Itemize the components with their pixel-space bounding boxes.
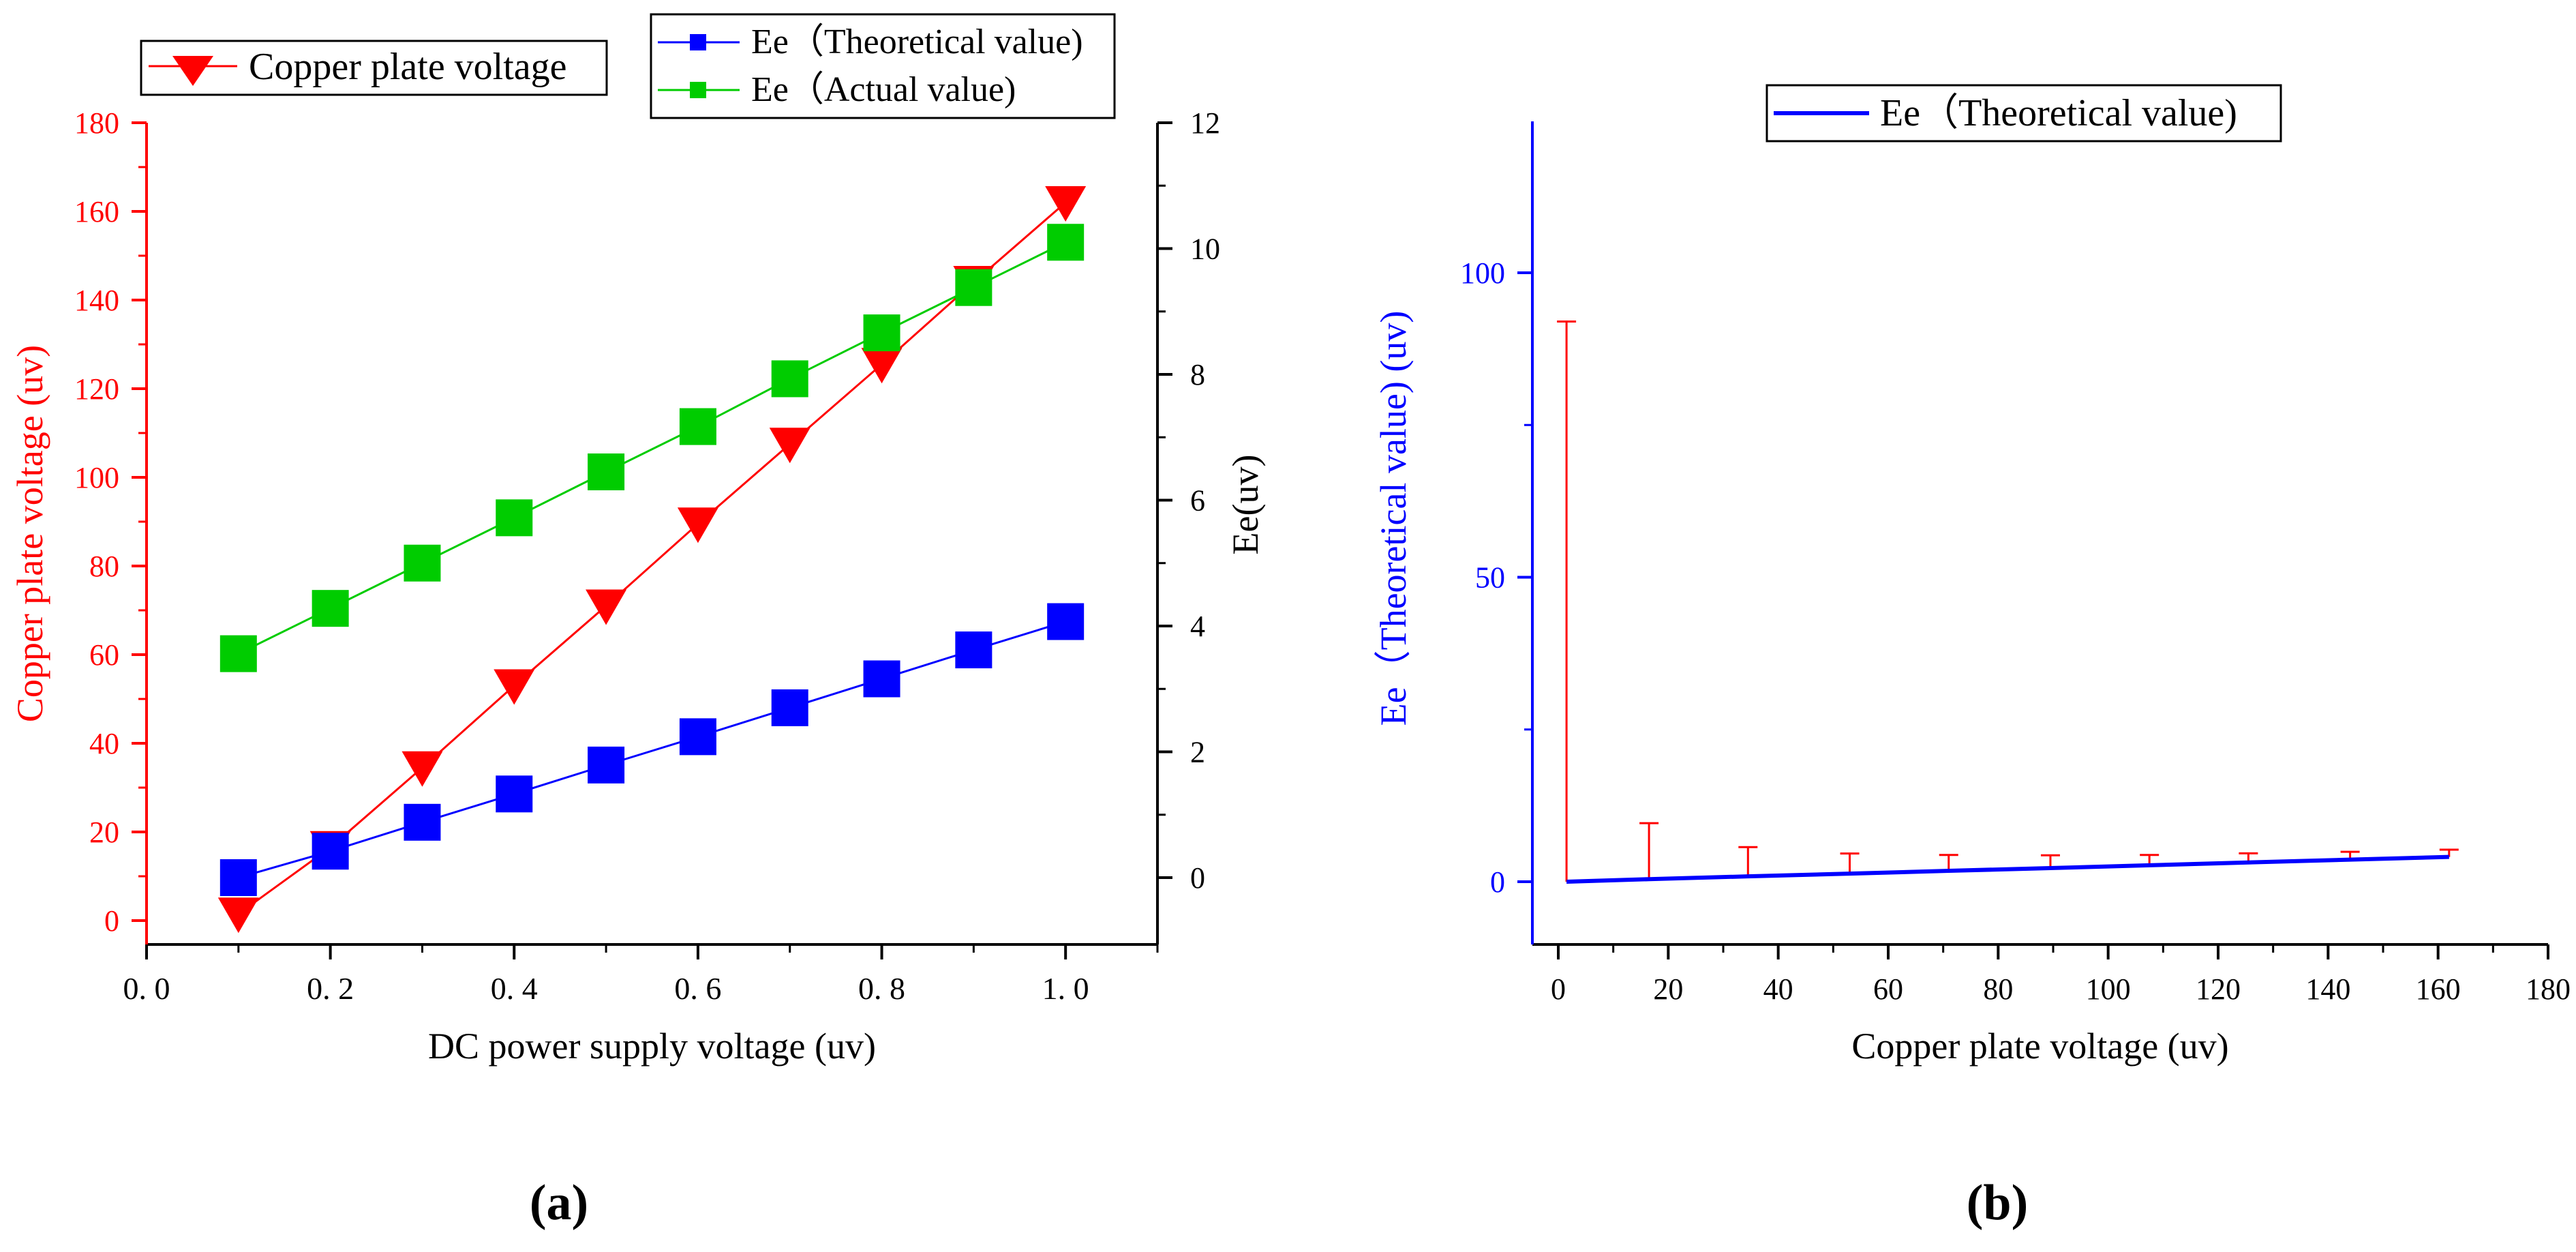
y-left-tick-label: 20 [89, 816, 119, 849]
y-left-tick-label: 160 [74, 195, 119, 228]
series-point-theoretical [863, 660, 900, 698]
legend-label-copper: Copper plate voltage [249, 46, 567, 88]
panel-b-axes: 0 20 40 60 80 100 120 140 160 180 0 50 100 Copper pla… [1373, 121, 2571, 1067]
series-point-theoretical [496, 775, 533, 813]
x-tick-label: 180 [2526, 972, 2571, 1006]
series-point-copper [769, 428, 810, 464]
series-point-actual [1047, 224, 1085, 261]
x-tick-label: 0. 8 [858, 971, 905, 1006]
y-axis-title: Ee（Theoretical value) (uv) [1373, 311, 1414, 726]
series-point-actual [679, 408, 716, 445]
y-right-tick-label: 0 [1190, 861, 1205, 895]
x-tick-label: 0. 0 [123, 971, 170, 1006]
series-line-2 [238, 241, 1066, 655]
y-left-tick-label: 100 [74, 461, 119, 494]
series-point-theoretical [588, 746, 625, 784]
y-tick-label: 0 [1490, 865, 1505, 899]
series-point-theoretical [1047, 603, 1085, 640]
series-point-actual [863, 314, 900, 352]
y-right-tick-label: 6 [1190, 484, 1205, 518]
series-point-theoretical [771, 689, 808, 726]
x-tick-label: 0. 4 [491, 971, 538, 1006]
series-point-actual [496, 499, 533, 537]
series-point-theoretical [679, 718, 716, 756]
x-tick-label: 160 [2416, 972, 2461, 1006]
series-point-actual [955, 269, 992, 306]
x-tick-label: 20 [1653, 972, 1683, 1006]
legend-box-ee [650, 13, 1116, 119]
series-point-copper [494, 669, 535, 705]
series-point-actual [312, 590, 349, 627]
series-point-theoretical [312, 833, 349, 870]
legend-box-copper [140, 40, 608, 96]
y-left-axis-title: Copper plate voltage (uv) [10, 345, 50, 722]
x-axis-title: DC power supply voltage (uv) [428, 1026, 876, 1067]
legend-marker-copper [172, 56, 213, 86]
panel-b-legend: Ee（Theoretical value) [1766, 84, 2282, 143]
legend-label-actual: Ee（Actual value) [751, 70, 1016, 109]
x-tick-label: 80 [1983, 972, 2013, 1006]
series-point-theoretical [219, 859, 257, 896]
x-tick-label: 100 [2086, 972, 2131, 1006]
panel-label-a: (a) [530, 1175, 588, 1231]
y-left-tick-label: 120 [74, 372, 119, 406]
panel-a-marks [217, 186, 1087, 934]
series-line-0 [237, 201, 1067, 915]
series-point-actual [219, 635, 257, 672]
series-point-copper [1045, 186, 1087, 222]
series-line-1 [238, 621, 1066, 879]
y-left-tick-label: 180 [74, 106, 119, 140]
legend-marker-actual [690, 82, 706, 98]
y-left-tick-label: 40 [89, 727, 119, 760]
x-tick-label: 40 [1763, 972, 1793, 1006]
y-left-tick-label: 60 [89, 638, 119, 672]
y-left-tick-label: 0 [104, 904, 119, 938]
series-point-copper [586, 589, 627, 625]
y-right-tick-label: 2 [1190, 736, 1205, 769]
series-point-actual [771, 360, 808, 398]
legend-marker-theoretical [690, 34, 706, 50]
panel-a-legends: Copper plate voltage Ee（Theoretical value… [140, 13, 1116, 119]
x-tick-label: 120 [2196, 972, 2241, 1006]
series-point-theoretical [955, 631, 992, 669]
y-left-tick-label: 80 [89, 550, 119, 583]
series-point-copper [677, 507, 718, 543]
x-tick-label: 60 [1873, 972, 1903, 1006]
panel-a-axes: 0. 0 0. 2 0. 4 0. 6 0. 8 1. 00204060801001201… [10, 106, 1266, 1067]
series-point-actual [588, 453, 625, 490]
y-left-tick-label: 140 [74, 284, 119, 317]
series-line-theoretical [1566, 854, 2449, 884]
y-right-tick-label: 10 [1190, 233, 1220, 266]
x-tick-label: 140 [2305, 972, 2350, 1006]
series-point-copper [401, 751, 443, 787]
x-tick-label: 1. 0 [1042, 971, 1089, 1006]
y-tick-label: 100 [1460, 256, 1505, 290]
x-tick-label: 0. 2 [307, 971, 354, 1006]
x-axis-title: Copper plate voltage (uv) [1851, 1026, 2228, 1067]
x-tick-label: 0. 6 [674, 971, 721, 1006]
y-right-tick-label: 4 [1190, 610, 1205, 643]
series-point-copper [217, 897, 259, 934]
y-right-tick-label: 8 [1190, 358, 1205, 391]
y-right-tick-label: 12 [1190, 106, 1220, 140]
series-point-copper [861, 348, 903, 384]
y-right-axis-title: Ee(uv) [1225, 455, 1266, 555]
x-tick-label: 0 [1551, 972, 1566, 1006]
series-point-actual [404, 544, 441, 582]
panel-b-marks [1557, 320, 2459, 884]
legend-label-theoretical: Ee（Theoretical value) [1880, 92, 2237, 134]
panel-label-b: (b) [1967, 1175, 2028, 1231]
y-tick-label: 50 [1475, 561, 1505, 595]
series-point-theoretical [404, 803, 441, 841]
legend-label-theoretical: Ee（Theoretical value) [751, 23, 1083, 61]
